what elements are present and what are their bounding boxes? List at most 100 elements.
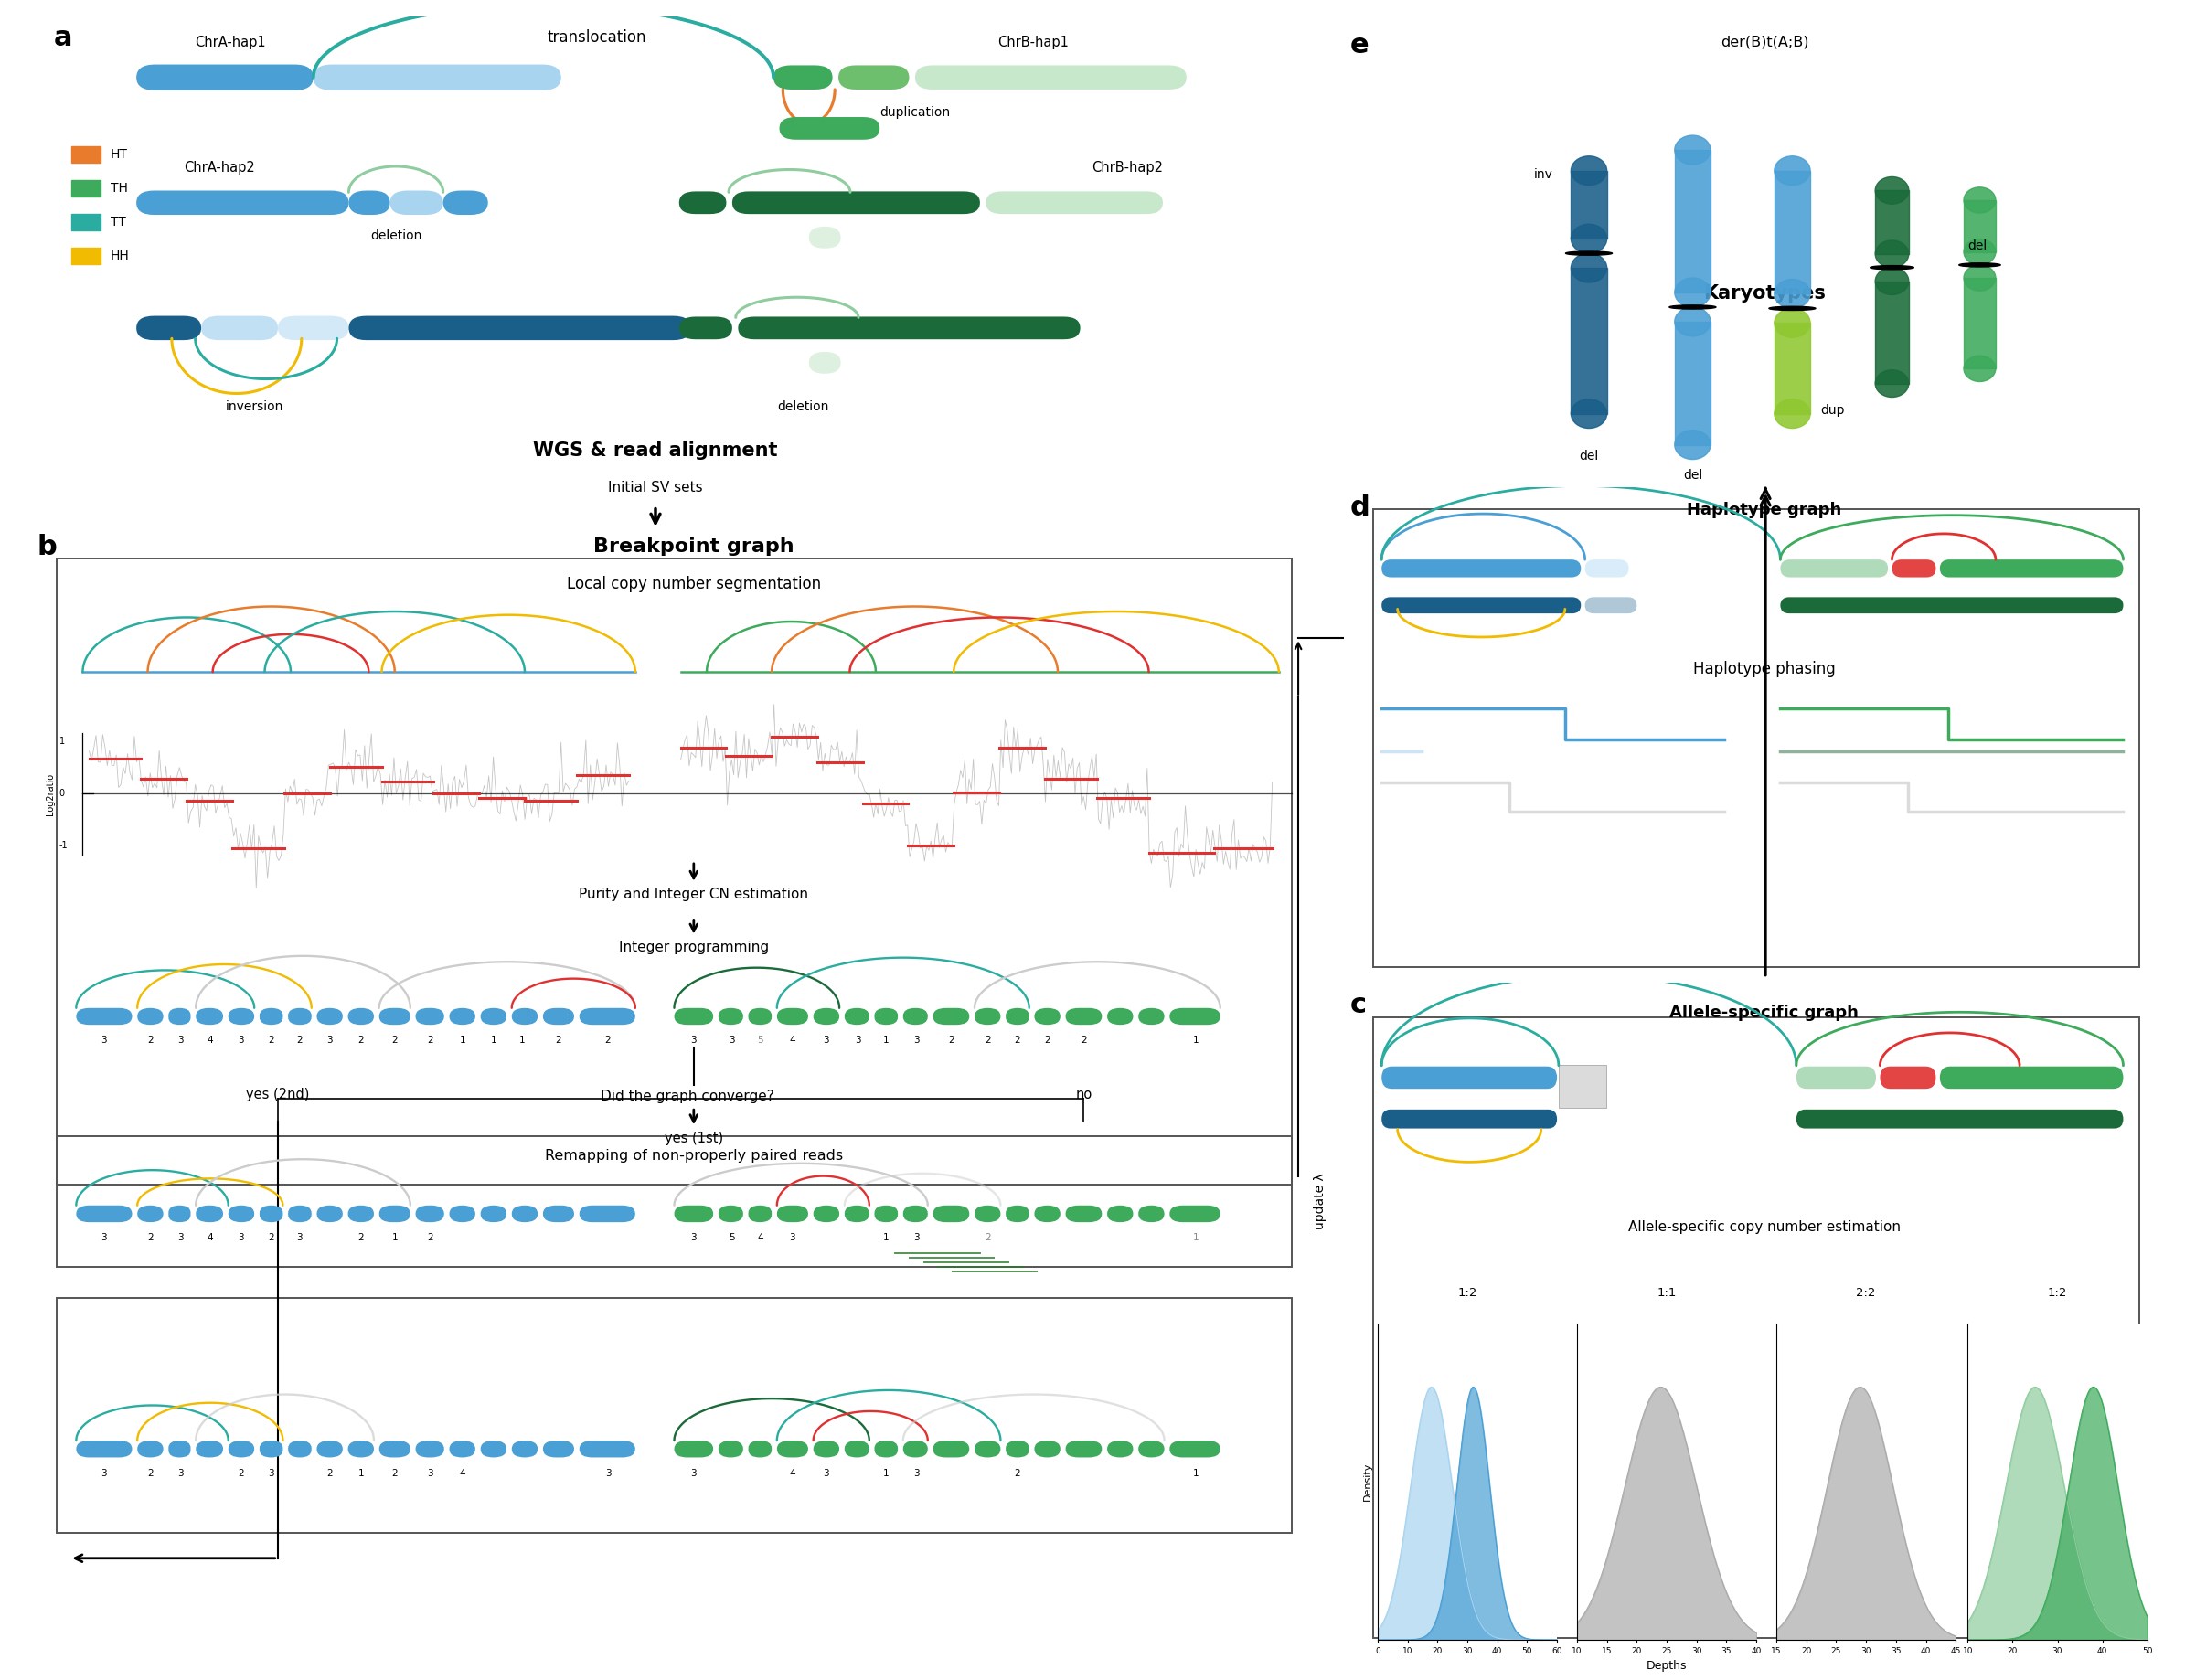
- Ellipse shape: [1875, 267, 1910, 294]
- Text: Haplotype phasing: Haplotype phasing: [1693, 660, 1835, 677]
- Text: 3: 3: [426, 1468, 433, 1478]
- Ellipse shape: [1964, 356, 1995, 381]
- Text: 3: 3: [824, 1037, 830, 1045]
- FancyBboxPatch shape: [260, 1008, 282, 1025]
- FancyBboxPatch shape: [135, 316, 201, 339]
- FancyBboxPatch shape: [542, 1441, 575, 1457]
- FancyBboxPatch shape: [747, 1008, 771, 1025]
- Text: Did the graph converge?: Did the graph converge?: [601, 1089, 773, 1104]
- FancyBboxPatch shape: [1108, 1441, 1134, 1457]
- Text: 3: 3: [854, 1037, 861, 1045]
- FancyBboxPatch shape: [808, 227, 841, 249]
- FancyBboxPatch shape: [933, 1441, 970, 1457]
- Text: HH: HH: [111, 250, 129, 262]
- Text: 2: 2: [555, 1037, 562, 1045]
- Bar: [57, 1297, 1291, 1532]
- Text: 3: 3: [101, 1037, 107, 1045]
- Text: WGS & read alignment: WGS & read alignment: [533, 442, 778, 460]
- Bar: [1571, 267, 1606, 413]
- FancyBboxPatch shape: [808, 351, 841, 373]
- Text: 1: 1: [391, 1233, 398, 1243]
- Text: b: b: [37, 534, 57, 559]
- Text: 3: 3: [297, 1233, 304, 1243]
- Text: 2: 2: [358, 1037, 365, 1045]
- Text: dup: dup: [1820, 405, 1844, 417]
- FancyBboxPatch shape: [415, 1441, 444, 1457]
- Text: 3: 3: [728, 1037, 734, 1045]
- Bar: [72, 180, 101, 197]
- FancyBboxPatch shape: [780, 118, 881, 139]
- Text: 2: 2: [985, 1037, 990, 1045]
- FancyBboxPatch shape: [680, 316, 732, 339]
- FancyBboxPatch shape: [481, 1206, 507, 1223]
- Ellipse shape: [1875, 370, 1910, 396]
- FancyBboxPatch shape: [1066, 1206, 1101, 1223]
- FancyBboxPatch shape: [1005, 1206, 1029, 1223]
- FancyBboxPatch shape: [380, 1206, 411, 1223]
- FancyBboxPatch shape: [1005, 1008, 1029, 1025]
- FancyBboxPatch shape: [902, 1008, 929, 1025]
- FancyBboxPatch shape: [1066, 1008, 1101, 1025]
- FancyBboxPatch shape: [874, 1206, 898, 1223]
- FancyBboxPatch shape: [975, 1008, 1001, 1025]
- FancyBboxPatch shape: [675, 1441, 712, 1457]
- Text: inv: inv: [1534, 168, 1554, 181]
- Text: TT: TT: [111, 215, 127, 228]
- Text: der(B)t(A;B): der(B)t(A;B): [1720, 35, 1809, 49]
- FancyBboxPatch shape: [135, 190, 350, 215]
- FancyBboxPatch shape: [481, 1441, 507, 1457]
- FancyBboxPatch shape: [739, 316, 1079, 339]
- Text: 5: 5: [756, 1037, 763, 1045]
- FancyBboxPatch shape: [288, 1441, 312, 1457]
- FancyBboxPatch shape: [1879, 1067, 1936, 1089]
- FancyBboxPatch shape: [902, 1441, 929, 1457]
- Text: Log2ratio: Log2ratio: [46, 773, 55, 815]
- Text: 1: 1: [1193, 1468, 1200, 1478]
- Text: update λ: update λ: [1313, 1173, 1326, 1230]
- Ellipse shape: [1774, 156, 1809, 185]
- FancyBboxPatch shape: [317, 1206, 343, 1223]
- FancyBboxPatch shape: [985, 192, 1162, 213]
- FancyBboxPatch shape: [846, 1441, 870, 1457]
- Text: 2: 2: [238, 1468, 245, 1478]
- FancyBboxPatch shape: [391, 190, 444, 215]
- Text: 2: 2: [426, 1233, 433, 1243]
- FancyBboxPatch shape: [347, 1206, 374, 1223]
- Text: e: e: [1350, 32, 1368, 59]
- Text: 3: 3: [177, 1468, 184, 1478]
- FancyBboxPatch shape: [135, 64, 312, 91]
- FancyBboxPatch shape: [1108, 1206, 1134, 1223]
- Text: d: d: [1350, 494, 1370, 521]
- FancyBboxPatch shape: [675, 1206, 712, 1223]
- Text: deletion: deletion: [369, 230, 422, 242]
- Bar: [1774, 323, 1809, 413]
- FancyBboxPatch shape: [1584, 596, 1637, 613]
- Text: 4: 4: [459, 1468, 465, 1478]
- FancyBboxPatch shape: [1796, 1067, 1877, 1089]
- FancyBboxPatch shape: [511, 1441, 538, 1457]
- Text: 2: 2: [269, 1037, 275, 1045]
- Text: del: del: [1969, 239, 1986, 252]
- Text: 1: 1: [1193, 1037, 1200, 1045]
- FancyBboxPatch shape: [975, 1441, 1001, 1457]
- Text: 4: 4: [789, 1037, 795, 1045]
- FancyBboxPatch shape: [227, 1441, 253, 1457]
- Text: Integer programming: Integer programming: [618, 941, 769, 954]
- FancyBboxPatch shape: [747, 1441, 771, 1457]
- FancyBboxPatch shape: [1034, 1206, 1060, 1223]
- Bar: [72, 213, 101, 230]
- FancyBboxPatch shape: [1169, 1206, 1219, 1223]
- Text: 1: 1: [883, 1468, 889, 1478]
- Text: 3: 3: [913, 1233, 920, 1243]
- Text: translocation: translocation: [546, 29, 647, 45]
- FancyBboxPatch shape: [415, 1008, 444, 1025]
- Text: 2: 2: [146, 1233, 153, 1243]
- FancyBboxPatch shape: [444, 190, 487, 215]
- FancyBboxPatch shape: [1381, 596, 1582, 613]
- Text: 3: 3: [913, 1037, 920, 1045]
- FancyBboxPatch shape: [1796, 1109, 2124, 1129]
- Text: yes (2nd): yes (2nd): [247, 1087, 310, 1102]
- Ellipse shape: [1674, 430, 1711, 459]
- FancyBboxPatch shape: [317, 1008, 343, 1025]
- FancyBboxPatch shape: [1108, 1008, 1134, 1025]
